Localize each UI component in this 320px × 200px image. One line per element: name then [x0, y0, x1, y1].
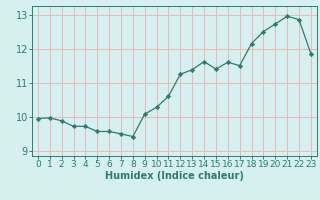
X-axis label: Humidex (Indice chaleur): Humidex (Indice chaleur)	[105, 171, 244, 181]
